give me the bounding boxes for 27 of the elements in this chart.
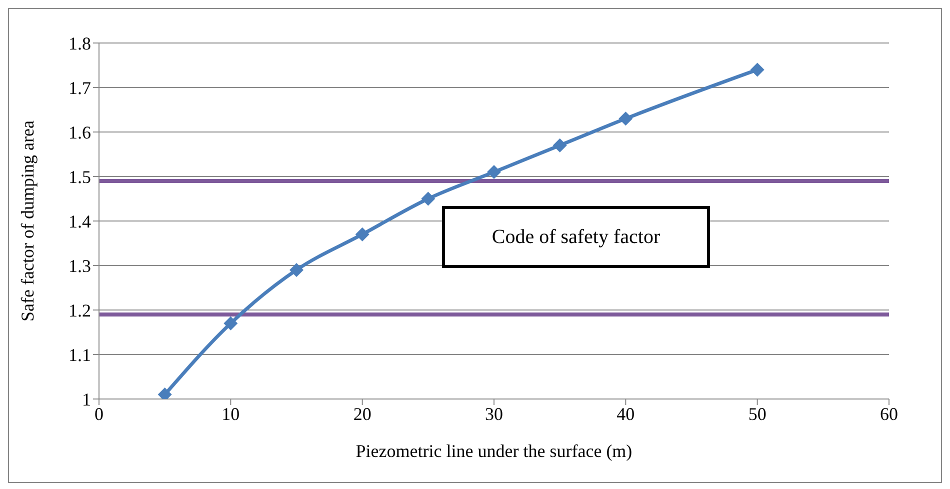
x-tick-label: 50 — [748, 404, 766, 424]
point — [552, 138, 567, 152]
point — [224, 316, 238, 330]
x-tick-label: 20 — [353, 404, 372, 424]
y-tick-label: 1.4 — [68, 211, 91, 232]
y-tick-label: 1.1 — [68, 344, 91, 365]
x-tick-label: 40 — [616, 404, 635, 424]
x-tick-label: 30 — [485, 404, 503, 424]
point — [290, 262, 304, 277]
x-tick-label: 60 — [880, 404, 898, 424]
point — [355, 227, 370, 242]
point — [618, 112, 633, 126]
y-tick-label: 1.5 — [68, 166, 91, 187]
y-tick-label: 1.2 — [68, 300, 91, 320]
x-tick-label: 10 — [222, 404, 240, 424]
x-axis-title: Piezometric line under the surface (m) — [356, 441, 632, 461]
y-axis-title: Safe factor of dumping area — [17, 120, 38, 322]
y-tick-label: 1.8 — [68, 33, 91, 54]
point — [750, 62, 764, 77]
x-tick-label: 0 — [94, 404, 104, 424]
y-tick-label: 1 — [82, 389, 91, 410]
y-tick-label: 1.6 — [68, 122, 91, 142]
y-tick-label: 1.3 — [68, 256, 91, 276]
point — [421, 192, 436, 206]
note-box: Code of safety factor — [442, 206, 710, 268]
point — [487, 165, 501, 180]
y-tick-label: 1.7 — [68, 78, 91, 98]
